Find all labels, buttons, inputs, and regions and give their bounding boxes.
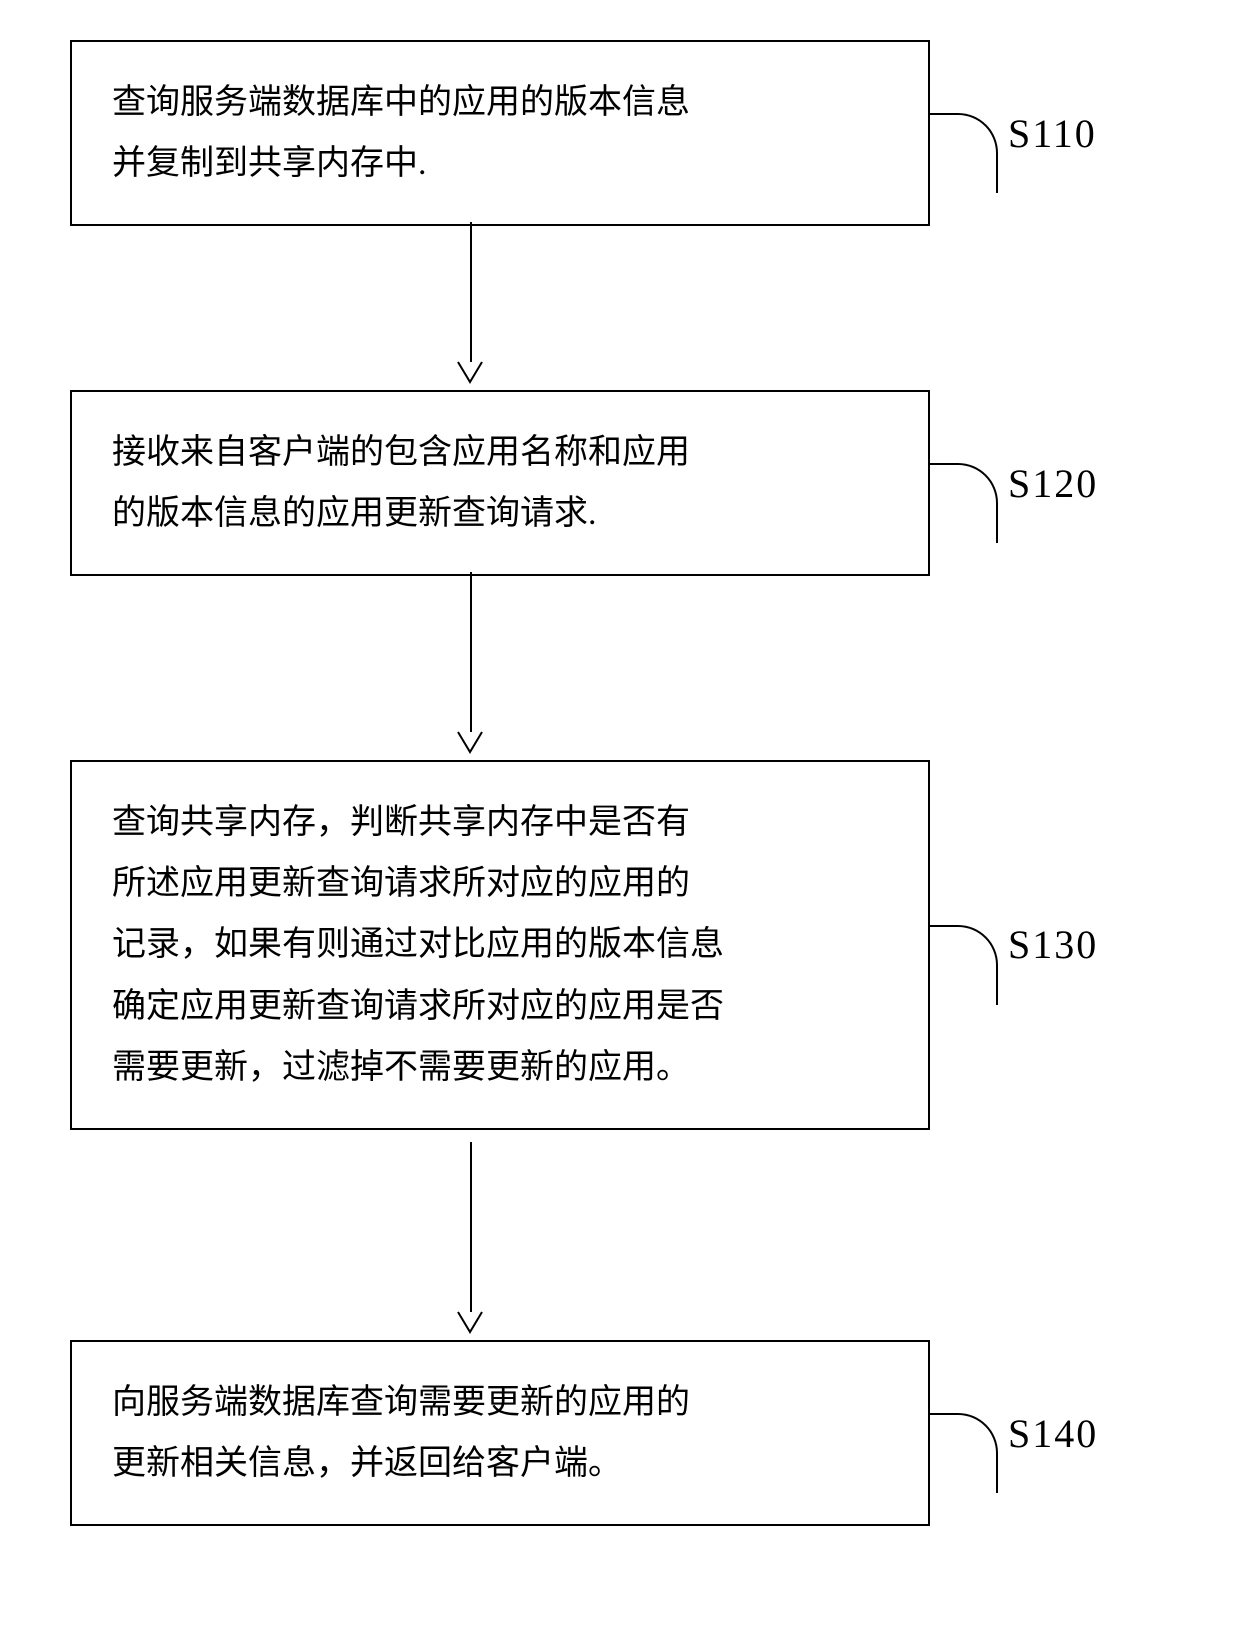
flow-arrow bbox=[470, 222, 472, 362]
step-box: 向服务端数据库查询需要更新的应用的 更新相关信息，并返回给客户端。 bbox=[70, 1340, 930, 1526]
step-text-line: 并复制到共享内存中. bbox=[112, 145, 427, 182]
bracket-connector bbox=[928, 1413, 998, 1493]
arrowhead-icon bbox=[456, 1310, 484, 1338]
step-text-line: 确定应用更新查询请求所对应的应用是否 bbox=[112, 988, 724, 1025]
step-text-line: 所述应用更新查询请求所对应的应用的 bbox=[112, 865, 690, 902]
step-box: 查询服务端数据库中的应用的版本信息 并复制到共享内存中. bbox=[70, 40, 930, 226]
step-text-line: 记录，如果有则通过对比应用的版本信息 bbox=[112, 926, 724, 963]
step-text-line: 接收来自客户端的包含应用名称和应用 bbox=[112, 434, 690, 471]
step-s120: 接收来自客户端的包含应用名称和应用 的版本信息的应用更新查询请求. S120 bbox=[70, 390, 1098, 576]
step-label-connector: S120 bbox=[928, 423, 1098, 543]
step-label-connector: S110 bbox=[928, 73, 1097, 193]
step-s110: 查询服务端数据库中的应用的版本信息 并复制到共享内存中. S110 bbox=[70, 40, 1097, 226]
bracket-connector bbox=[928, 925, 998, 1005]
arrowhead-icon bbox=[456, 730, 484, 758]
step-label: S140 bbox=[1008, 1410, 1098, 1457]
bracket-connector bbox=[928, 113, 998, 193]
flow-arrow bbox=[470, 1142, 472, 1312]
step-text-line: 向服务端数据库查询需要更新的应用的 bbox=[112, 1384, 690, 1421]
step-label: S110 bbox=[1008, 110, 1097, 157]
bracket-connector bbox=[928, 463, 998, 543]
flow-arrow bbox=[470, 572, 472, 732]
step-label-connector: S130 bbox=[928, 885, 1098, 1005]
step-label: S120 bbox=[1008, 460, 1098, 507]
step-s140: 向服务端数据库查询需要更新的应用的 更新相关信息，并返回给客户端。 S140 bbox=[70, 1340, 1098, 1526]
step-text-line: 查询共享内存，判断共享内存中是否有 bbox=[112, 804, 690, 841]
step-text-line: 查询服务端数据库中的应用的版本信息 bbox=[112, 84, 690, 121]
step-text-line: 需要更新，过滤掉不需要更新的应用。 bbox=[112, 1049, 690, 1086]
step-box: 接收来自客户端的包含应用名称和应用 的版本信息的应用更新查询请求. bbox=[70, 390, 930, 576]
step-label-connector: S140 bbox=[928, 1373, 1098, 1493]
arrowhead-icon bbox=[456, 360, 484, 388]
flowchart-container: 查询服务端数据库中的应用的版本信息 并复制到共享内存中. S110 接收来自客户… bbox=[0, 0, 1240, 1625]
step-box: 查询共享内存，判断共享内存中是否有 所述应用更新查询请求所对应的应用的 记录，如… bbox=[70, 760, 930, 1130]
step-label: S130 bbox=[1008, 921, 1098, 968]
step-s130: 查询共享内存，判断共享内存中是否有 所述应用更新查询请求所对应的应用的 记录，如… bbox=[70, 760, 1098, 1130]
step-text-line: 的版本信息的应用更新查询请求. bbox=[112, 495, 597, 532]
step-text-line: 更新相关信息，并返回给客户端。 bbox=[112, 1445, 622, 1482]
